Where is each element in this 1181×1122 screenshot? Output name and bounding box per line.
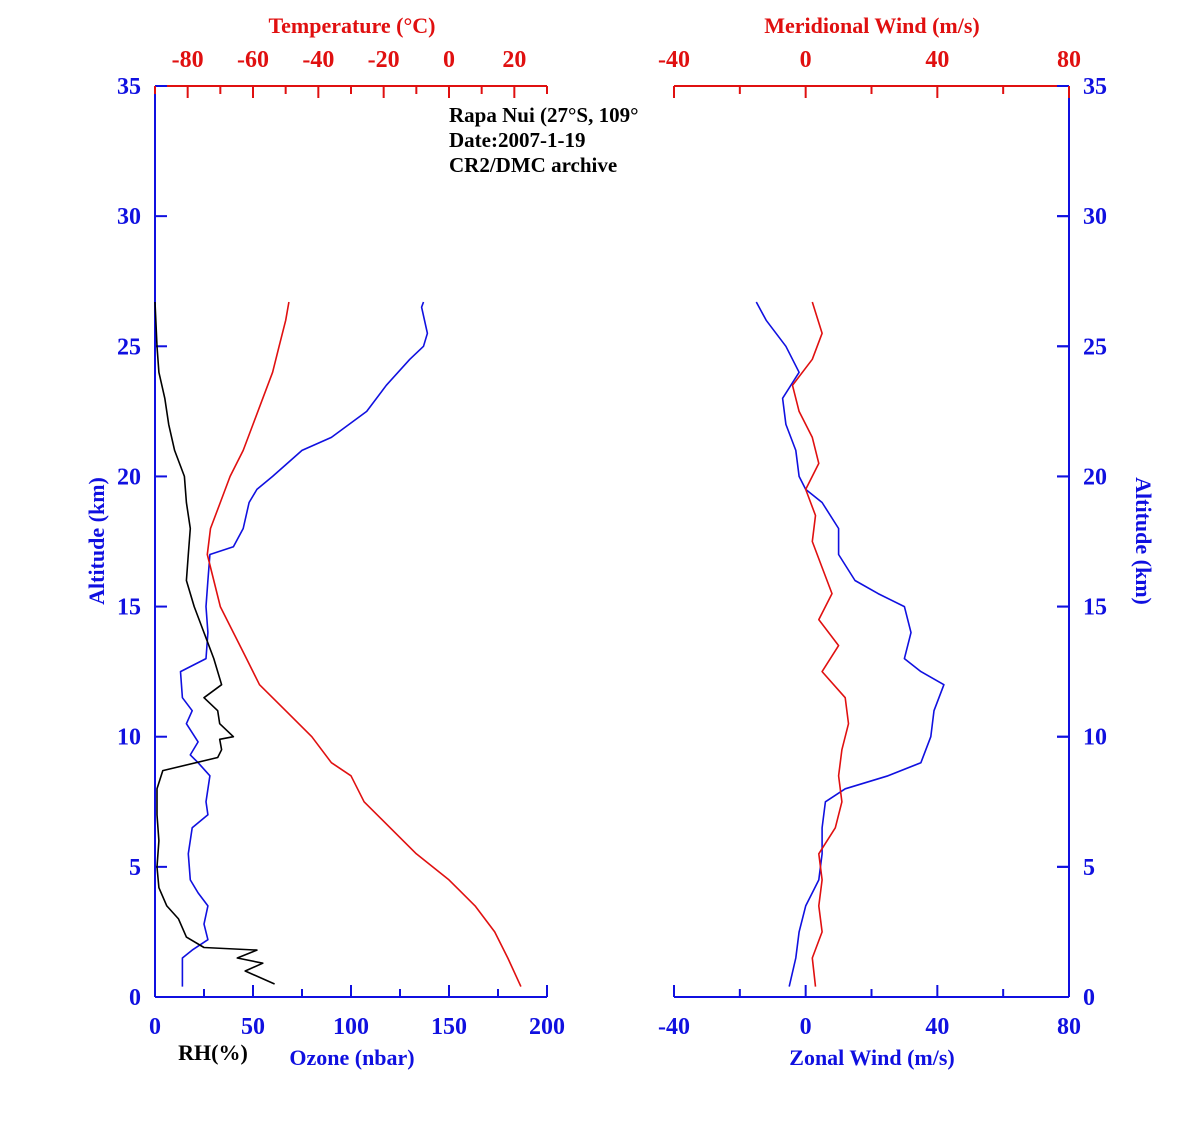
altitude-tick-label: 30: [1083, 204, 1107, 230]
top-axis-tick-label: -20: [368, 47, 400, 73]
altitude-tick-label: 0: [1083, 985, 1095, 1011]
right-panel: Meridional Wind (m/s) Zonal Wind (m/s) A…: [658, 13, 1156, 1070]
left-altitude-axis-title: Altitude (km): [84, 477, 109, 605]
top-axis-tick-label: -40: [302, 47, 334, 73]
series-line-temperature-c: [206, 301, 522, 987]
temperature-axis-title: Temperature (°C): [268, 13, 435, 38]
altitude-tick-label: 20: [1083, 464, 1107, 490]
annotation-station: Rapa Nui (27°S, 109°: [449, 103, 639, 127]
bottom-axis-tick-label: 40: [925, 1014, 949, 1040]
top-axis-tick-label: -80: [172, 47, 204, 73]
right-altitude-axis-title: Altitude (km): [1131, 477, 1156, 605]
altitude-tick-label: 30: [117, 204, 141, 230]
altitude-tick-label: 25: [117, 334, 141, 360]
bottom-axis-tick-label: 50: [241, 1014, 265, 1040]
bottom-axis-tick-label: 80: [1057, 1014, 1081, 1040]
bottom-axis-tick-label: 150: [431, 1014, 467, 1040]
series-line-rh: [154, 301, 275, 985]
series-line-zonal-wind-m-s: [755, 301, 945, 987]
top-axis-tick-label: -60: [237, 47, 269, 73]
altitude-tick-label: 10: [117, 725, 141, 751]
zonal-wind-axis-title: Zonal Wind (m/s): [789, 1045, 954, 1070]
altitude-tick-label: 25: [1083, 334, 1107, 360]
top-axis-tick-label: 0: [800, 47, 812, 73]
left-panel: Temperature (°C) Ozone (nbar) RH(%) Alti…: [84, 13, 565, 1070]
altitude-tick-label: 15: [1083, 595, 1107, 621]
top-axis-tick-label: 20: [502, 47, 526, 73]
series-line-meridional-wind-m-s: [791, 301, 850, 987]
station-annotation: Rapa Nui (27°S, 109° Date:2007-1-19 CR2/…: [449, 103, 639, 177]
top-axis-tick-label: 80: [1057, 47, 1081, 73]
altitude-tick-label: 35: [1083, 74, 1107, 100]
ozone-axis-title: Ozone (nbar): [289, 1045, 414, 1070]
top-axis-tick-label: 40: [925, 47, 949, 73]
altitude-tick-label: 5: [1083, 855, 1095, 881]
meridional-wind-axis-title: Meridional Wind (m/s): [764, 13, 980, 38]
altitude-tick-label: 35: [117, 74, 141, 100]
bottom-axis-tick-label: -40: [658, 1014, 690, 1040]
top-axis-tick-label: -40: [658, 47, 690, 73]
bottom-axis-tick-label: 0: [149, 1014, 161, 1040]
top-axis-tick-label: 0: [443, 47, 455, 73]
bottom-axis-tick-label: 200: [529, 1014, 565, 1040]
altitude-tick-label: 0: [129, 985, 141, 1011]
altitude-tick-label: 10: [1083, 725, 1107, 751]
bottom-axis-tick-label: 100: [333, 1014, 369, 1040]
series-line-ozone-nbar: [179, 301, 429, 987]
altitude-tick-label: 20: [117, 464, 141, 490]
altitude-tick-label: 5: [129, 855, 141, 881]
altitude-tick-label: 15: [117, 595, 141, 621]
bottom-axis-tick-label: 0: [800, 1014, 812, 1040]
annotation-date: Date:2007-1-19: [449, 128, 585, 152]
annotation-source: CR2/DMC archive: [449, 153, 617, 177]
rh-axis-title: RH(%): [178, 1040, 248, 1065]
